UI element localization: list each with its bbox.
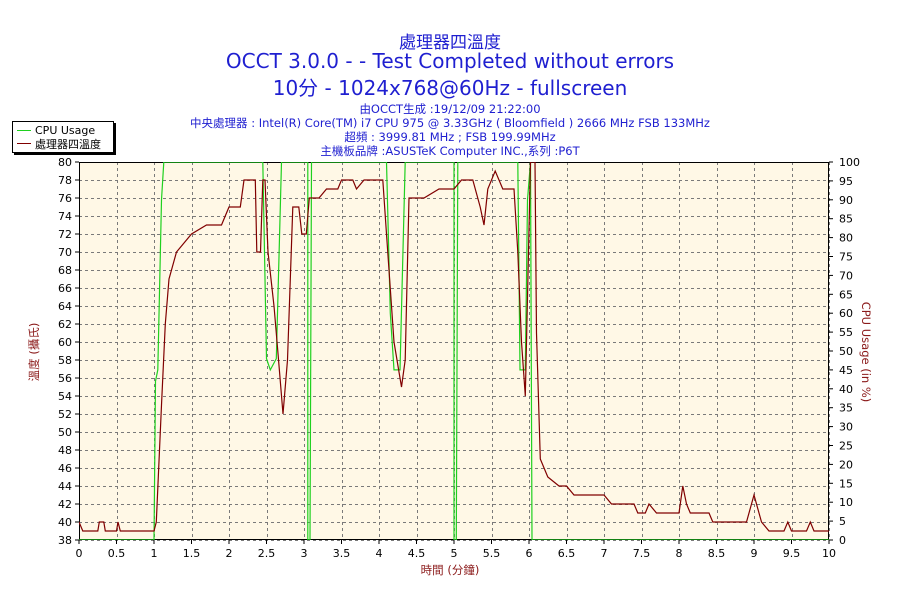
y-tick-label-right: 10 xyxy=(839,496,853,509)
y-tick-label-left: 46 xyxy=(58,462,72,475)
series-line-temperature xyxy=(79,162,829,532)
y-tick-label-right: 35 xyxy=(839,402,853,415)
legend-label-temp: 處理器四溫度 xyxy=(35,137,101,151)
x-tick-label: 9.5 xyxy=(783,547,801,560)
motherboard-info: 主機板品牌 :ASUSTeK Computer INC.,系列 :P6T xyxy=(320,144,580,158)
y-tick-label-right: 55 xyxy=(839,326,853,339)
y-tick-label-left: 68 xyxy=(58,264,72,277)
y-tick-label-right: 40 xyxy=(839,383,853,396)
y-tick-label-right: 100 xyxy=(839,156,860,169)
x-tick-label: 2 xyxy=(226,547,233,560)
y-tick-label-right: 85 xyxy=(839,213,853,226)
y-tick-label-left: 56 xyxy=(58,372,72,385)
chart-title: 處理器四溫度 xyxy=(399,33,501,53)
y-tick-label-right: 0 xyxy=(839,534,846,547)
x-tick-label: 8 xyxy=(676,547,683,560)
y-tick-label-right: 20 xyxy=(839,458,853,471)
y-tick-label-right: 50 xyxy=(839,345,853,358)
y-tick-label-left: 58 xyxy=(58,354,72,367)
y-tick-label-right: 65 xyxy=(839,288,853,301)
cpu-info: 中央處理器 : Intel(R) Core(TM) i7 CPU 975 @ 3… xyxy=(190,116,710,130)
series-line-cpu-usage xyxy=(79,162,829,540)
y-axis-label-left: 溫度 (攝氏) xyxy=(27,322,41,382)
y-tick-label-left: 74 xyxy=(58,210,72,223)
x-tick-label: 4 xyxy=(376,547,383,560)
x-tick-label: 10 xyxy=(822,547,836,560)
y-tick-label-right: 75 xyxy=(839,251,853,264)
y-tick-label-left: 38 xyxy=(58,534,72,547)
chart-subtitle-mode: 10分 - 1024x768@60Hz - fullscreen xyxy=(272,76,628,100)
y-tick-label-left: 48 xyxy=(58,444,72,457)
legend: CPU Usage 處理器四溫度 xyxy=(12,121,114,153)
x-tick-label: 8.5 xyxy=(708,547,726,560)
y-tick-label-right: 25 xyxy=(839,440,853,453)
legend-entry-usage: CPU Usage xyxy=(17,124,95,137)
y-tick-label-left: 78 xyxy=(58,174,72,187)
legend-swatch-temp xyxy=(17,143,31,144)
y-tick-label-right: 90 xyxy=(839,194,853,207)
y-tick-label-right: 45 xyxy=(839,364,853,377)
x-tick-label: 0 xyxy=(76,547,83,560)
y-tick-label-left: 52 xyxy=(58,408,72,421)
y-tick-label-left: 44 xyxy=(58,480,72,493)
y-tick-label-left: 80 xyxy=(58,156,72,169)
y-tick-label-right: 60 xyxy=(839,307,853,320)
x-tick-label: 1 xyxy=(151,547,158,560)
x-tick-label: 3 xyxy=(301,547,308,560)
y-tick-label-left: 62 xyxy=(58,318,72,331)
y-tick-label-left: 72 xyxy=(58,228,72,241)
y-tick-label-left: 70 xyxy=(58,246,72,259)
y-tick-label-left: 66 xyxy=(58,282,72,295)
y-tick-label-left: 54 xyxy=(58,390,72,403)
x-tick-label: 2.5 xyxy=(258,547,276,560)
y-axis-label-right: CPU Usage (in %) xyxy=(859,301,873,403)
x-tick-label: 0.5 xyxy=(108,547,126,560)
y-tick-label-right: 15 xyxy=(839,477,853,490)
x-axis-label: 時間 (分鐘) xyxy=(420,563,480,577)
y-tick-label-right: 95 xyxy=(839,175,853,188)
legend-entry-temp: 處理器四溫度 xyxy=(17,137,101,151)
y-tick-label-left: 42 xyxy=(58,498,72,511)
overclock-info: 超頻 : 3999.81 MHz ; FSB 199.99MHz xyxy=(344,130,556,144)
y-tick-label-left: 60 xyxy=(58,336,72,349)
y-tick-label-left: 76 xyxy=(58,192,72,205)
legend-swatch-usage xyxy=(17,130,31,131)
y-tick-label-right: 70 xyxy=(839,269,853,282)
generated-info: 由OCCT生成 :19/12/09 21:22:00 xyxy=(359,102,541,116)
x-tick-label: 1.5 xyxy=(183,547,201,560)
y-tick-label-left: 64 xyxy=(58,300,72,313)
x-tick-label: 5 xyxy=(451,547,458,560)
x-tick-label: 6 xyxy=(526,547,533,560)
x-tick-label: 4.5 xyxy=(408,547,426,560)
x-tick-label: 5.5 xyxy=(483,547,501,560)
x-tick-label: 9 xyxy=(751,547,758,560)
chart-subtitle-status: OCCT 3.0.0 - - Test Completed without er… xyxy=(225,49,675,73)
y-tick-label-left: 40 xyxy=(58,516,72,529)
x-tick-label: 3.5 xyxy=(333,547,351,560)
legend-label-usage: CPU Usage xyxy=(35,124,96,137)
x-tick-label: 7.5 xyxy=(633,547,651,560)
y-tick-label-right: 30 xyxy=(839,421,853,434)
y-tick-label-right: 5 xyxy=(839,515,846,528)
y-tick-label-left: 50 xyxy=(58,426,72,439)
x-tick-label: 7 xyxy=(601,547,608,560)
y-tick-label-right: 80 xyxy=(839,232,853,245)
x-tick-label: 6.5 xyxy=(558,547,576,560)
